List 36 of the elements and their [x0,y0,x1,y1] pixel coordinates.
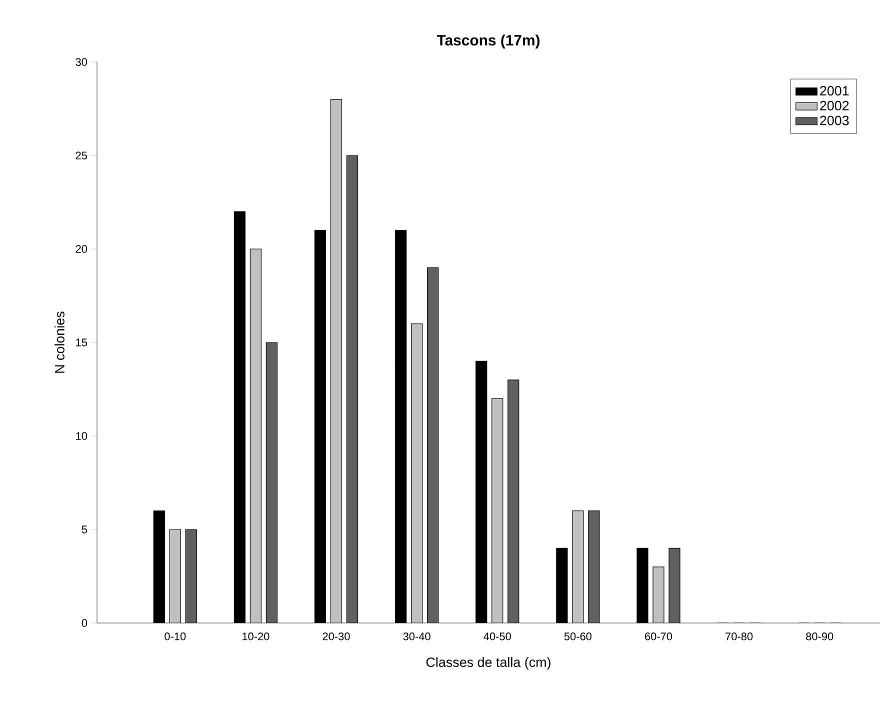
y-tick-label: 10 [76,432,88,440]
legend-label: 2003 [820,116,849,126]
bar [572,510,584,623]
x-tick-label: 30-40 [403,632,430,640]
y-tick-label: 15 [76,338,88,346]
x-tick-label: 10-20 [242,632,270,640]
y-tick-label: 20 [76,245,88,253]
bar [668,548,680,623]
bar [346,155,358,623]
x-tick-label: 60-70 [645,632,672,640]
bar [266,342,278,623]
x-tick-label: 20-30 [322,632,350,640]
x-tick-label: 80-90 [806,632,834,640]
legend-label: 2002 [820,100,849,110]
bar [427,268,438,623]
bar [588,510,600,623]
bar [652,566,664,623]
chart-title: Tascons (17m) [436,34,540,48]
bar [250,248,262,623]
legend-label: 2001 [820,86,849,96]
y-axis-title: N colonies [54,312,64,373]
bar [508,380,519,623]
bar [186,530,197,623]
bar [330,99,342,623]
x-tick-label: 40-50 [484,632,511,640]
bar [170,530,181,623]
y-tick-label: 0 [82,619,88,627]
y-tick-label: 25 [76,152,88,160]
x-tick-label: 0-10 [164,632,186,640]
x-tick-label: 70-80 [726,632,753,640]
y-tick-label: 30 [76,58,88,66]
bar [411,324,422,623]
y-tick-label: 5 [82,526,88,534]
x-tick-label: 50-60 [564,632,592,640]
bar [492,398,503,623]
x-axis-title: Classes de talla (cm) [426,657,550,670]
